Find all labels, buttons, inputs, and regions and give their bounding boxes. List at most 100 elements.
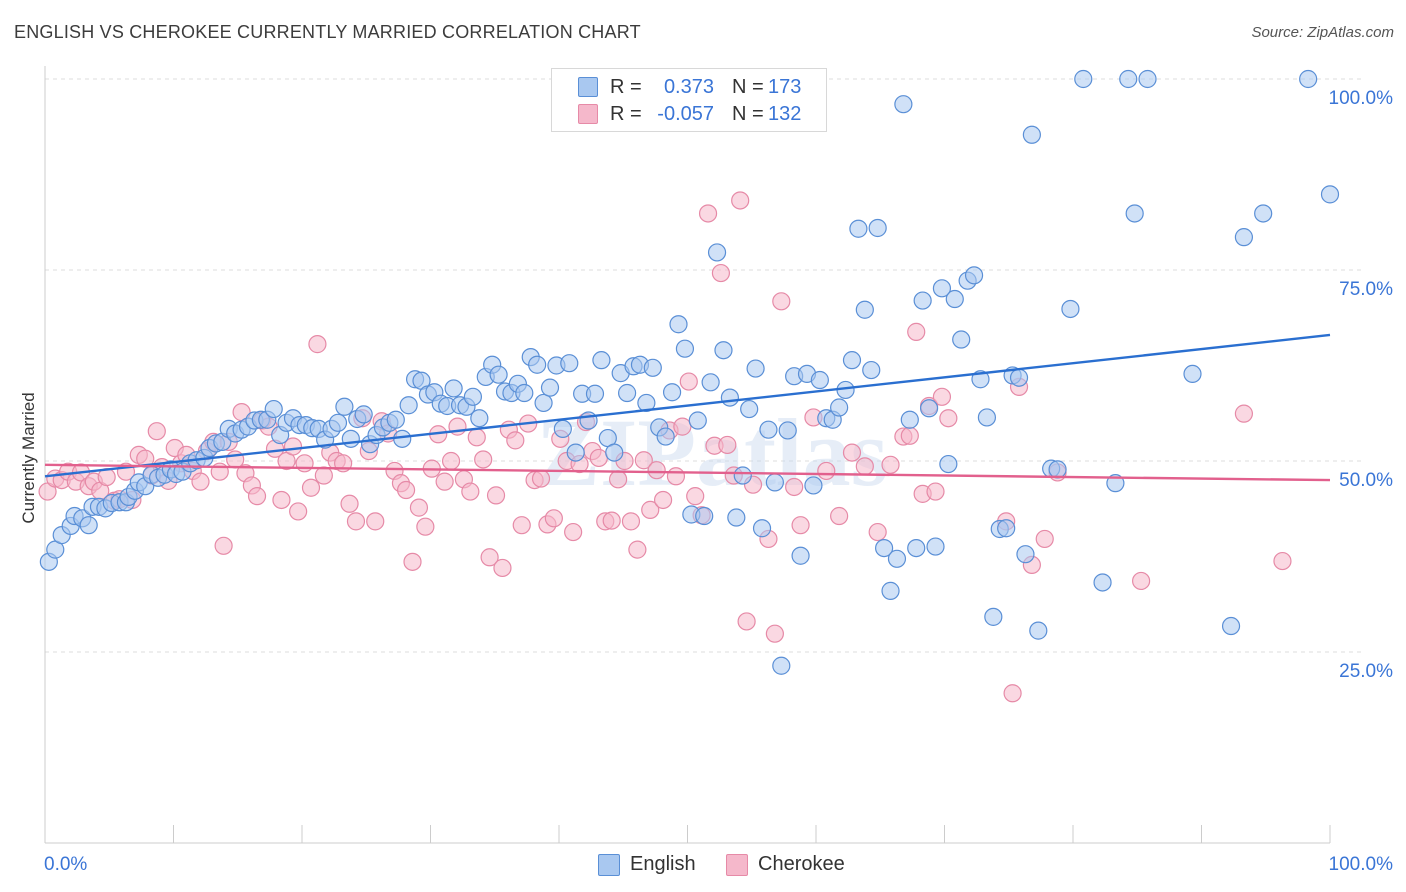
cherokee-point xyxy=(679,372,698,391)
cherokee-point xyxy=(731,191,750,210)
cherokee-point xyxy=(340,494,359,513)
english-point xyxy=(900,410,919,429)
english-point xyxy=(585,384,605,403)
english-point xyxy=(1125,204,1144,223)
cherokee-point xyxy=(346,512,366,531)
cherokee-point xyxy=(531,469,551,488)
english-point xyxy=(1254,204,1273,223)
english-point xyxy=(579,411,598,430)
english-point xyxy=(675,339,695,358)
cherokee-legend-label: Cherokee xyxy=(758,853,845,875)
cherokee-point xyxy=(403,552,422,571)
english-point xyxy=(386,410,405,429)
english-point xyxy=(810,370,829,390)
cherokee-point xyxy=(308,335,327,354)
english-point xyxy=(1138,69,1157,89)
english-point xyxy=(489,365,508,384)
english-point xyxy=(701,373,720,392)
y-tick-label: 50.0% xyxy=(1339,470,1393,491)
english-r-label: R = xyxy=(610,76,642,98)
english-point xyxy=(1029,621,1048,640)
cherokee-point xyxy=(609,470,628,489)
english-point xyxy=(1299,69,1318,89)
cherokee-trend-line xyxy=(44,463,1331,482)
english-point xyxy=(875,538,894,558)
cherokee-point xyxy=(493,558,512,578)
english-point xyxy=(997,519,1016,538)
cherokee-point xyxy=(512,516,531,535)
english-point xyxy=(907,538,926,558)
english-point xyxy=(772,656,791,675)
english-point xyxy=(919,399,939,418)
english-point xyxy=(804,476,823,495)
english-point xyxy=(444,379,463,398)
cherokee-n-label: N = xyxy=(732,103,764,125)
english-legend-swatch xyxy=(598,854,620,876)
english-point xyxy=(842,351,862,370)
english-n-label: N = xyxy=(732,76,764,98)
english-point xyxy=(470,409,489,428)
english-point xyxy=(669,315,688,334)
cherokee-point xyxy=(467,428,486,447)
english-point xyxy=(618,383,637,403)
english-point xyxy=(1119,69,1138,89)
cherokee-point xyxy=(247,487,267,506)
legend-row-english: R = 0.373 N = 173 xyxy=(552,73,826,101)
english-point xyxy=(720,388,740,407)
cherokee-point xyxy=(474,450,493,469)
cherokee-point xyxy=(641,500,660,519)
cherokee-point xyxy=(441,451,461,471)
english-point xyxy=(79,516,98,535)
english-point xyxy=(707,243,727,262)
cherokee-point xyxy=(842,443,862,462)
cherokee-point xyxy=(785,477,804,497)
english-point xyxy=(528,355,547,374)
english-point xyxy=(1234,228,1254,247)
y-axis-label: Currently Married xyxy=(19,392,38,523)
cherokee-point xyxy=(191,472,210,491)
english-point xyxy=(1221,616,1241,636)
cherokee-point xyxy=(1234,404,1254,423)
english-point xyxy=(830,398,849,417)
english-point xyxy=(733,466,752,485)
english-swatch xyxy=(578,77,598,97)
english-point xyxy=(1106,474,1125,493)
cherokee-n-value: 132 xyxy=(768,103,802,125)
english-point xyxy=(662,383,682,402)
english-point xyxy=(862,360,881,380)
cherokee-point xyxy=(881,455,900,474)
cherokee-point xyxy=(791,516,810,535)
cherokee-point xyxy=(1273,551,1292,571)
english-point xyxy=(1074,69,1093,89)
cherokee-r-label: R = xyxy=(610,103,642,125)
cherokee-point xyxy=(1003,684,1022,703)
english-point xyxy=(328,413,348,432)
english-point xyxy=(977,408,997,427)
y-tick-label: 100.0% xyxy=(1329,88,1394,109)
correlation-legend: R = 0.373 N = 173 R = -0.057 N = 132 xyxy=(551,68,827,132)
english-point xyxy=(1061,299,1080,319)
cherokee-point xyxy=(544,509,563,528)
english-r-value: 0.373 xyxy=(663,76,714,98)
english-points xyxy=(39,69,1340,675)
english-point xyxy=(1048,460,1067,479)
english-point xyxy=(765,473,784,492)
chart-title: ENGLISH VS CHEROKEE CURRENTLY MARRIED CO… xyxy=(14,22,641,42)
cherokee-point xyxy=(396,480,416,500)
cherokee-swatch xyxy=(578,104,598,124)
english-point xyxy=(740,399,759,419)
cherokee-point xyxy=(621,512,641,531)
english-point xyxy=(714,341,733,360)
english-point xyxy=(695,506,714,526)
trend-lines xyxy=(44,333,1331,482)
english-point xyxy=(1093,573,1112,592)
english-point xyxy=(964,266,984,285)
cherokee-point xyxy=(506,431,525,450)
cherokee-point xyxy=(817,461,836,481)
english-point xyxy=(868,218,887,238)
english-point xyxy=(637,393,656,413)
cherokee-point xyxy=(855,457,874,476)
cherokee-point xyxy=(628,540,647,559)
cherokee-point xyxy=(666,467,686,486)
english-point xyxy=(540,378,560,397)
